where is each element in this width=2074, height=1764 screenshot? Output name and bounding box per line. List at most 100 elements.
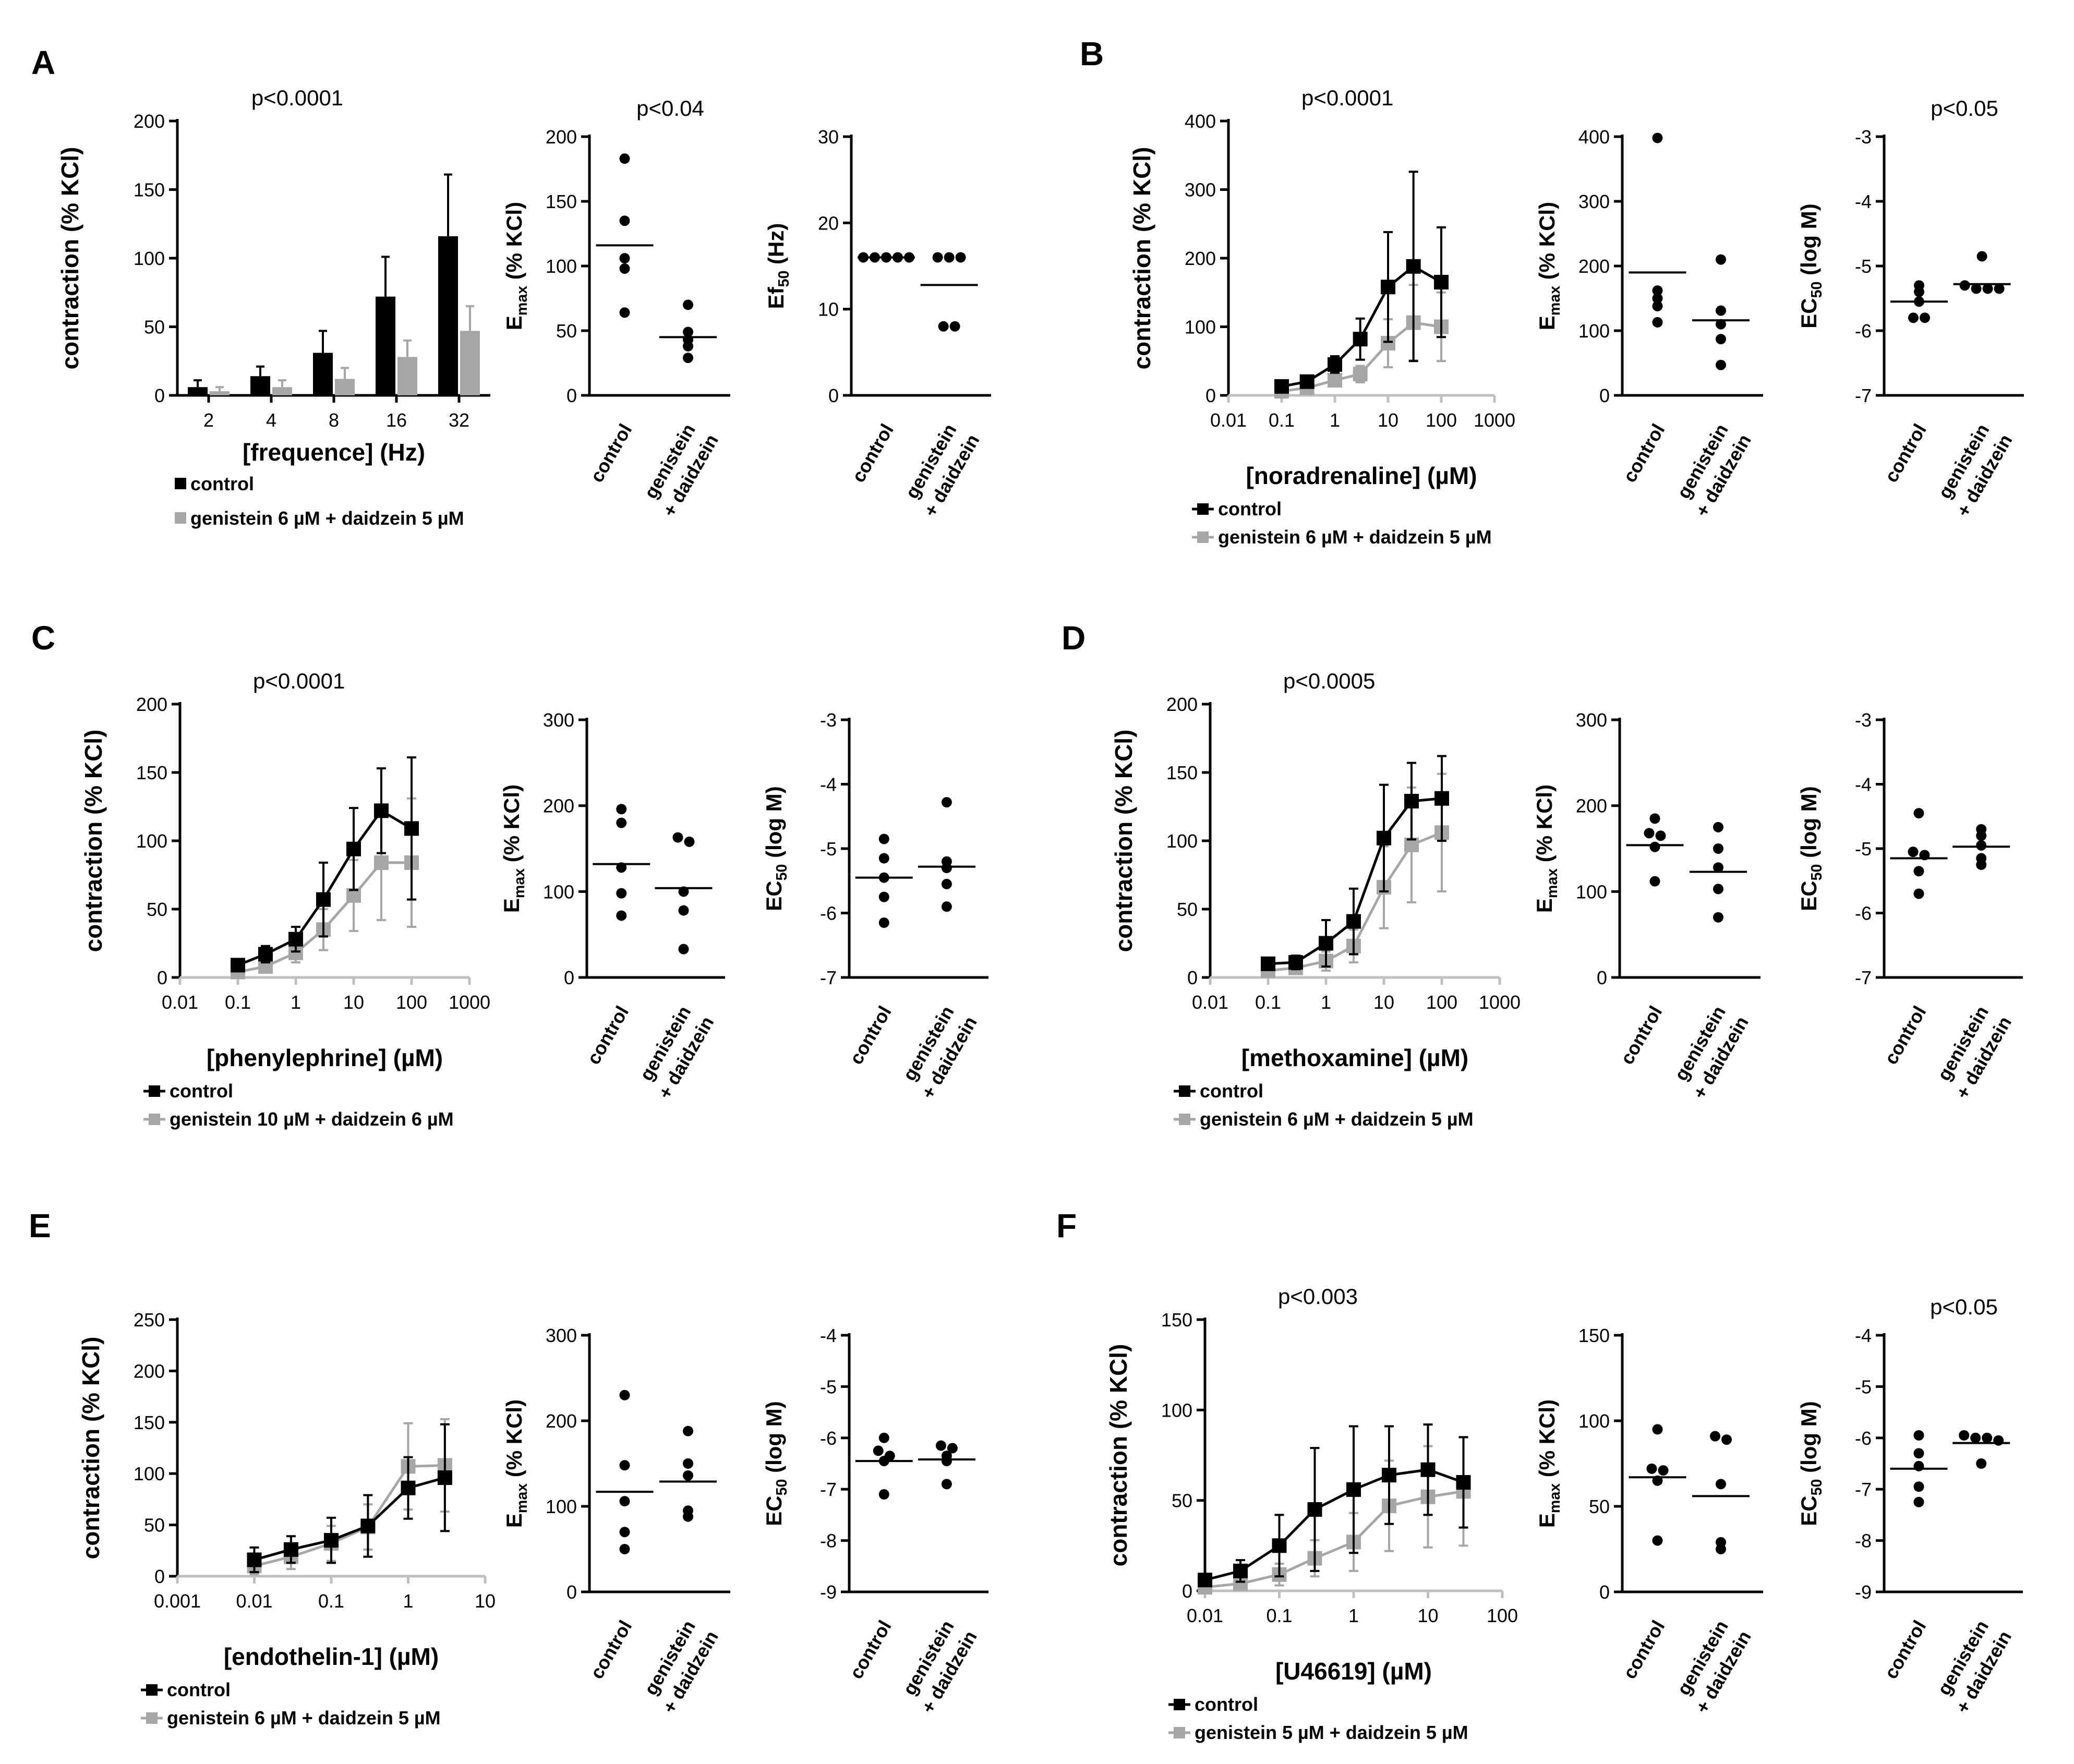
data-point [1646, 1463, 1657, 1474]
x-tick-label: 0.1 [318, 1590, 344, 1612]
y-tick-label: 50 [556, 320, 577, 342]
x-tick-label: 1000 [449, 992, 490, 1013]
data-point [1406, 259, 1421, 274]
legend-entry: genistein 6 µM + daidzein 5 µM [190, 508, 464, 529]
y-tick-label: -5 [820, 838, 837, 860]
data-point [878, 1456, 889, 1467]
data-point [1908, 847, 1919, 857]
y-tick-label: 150 [134, 179, 165, 201]
legend-marker [1179, 1114, 1190, 1125]
data-point [1652, 293, 1663, 304]
legend-marker [1197, 531, 1209, 543]
data-point [941, 863, 952, 874]
y-axis-title: contraction (% KCl) [77, 1337, 104, 1560]
data-point [1198, 1573, 1212, 1588]
data-point [1652, 1475, 1663, 1486]
y-tick-label: 50 [144, 317, 165, 338]
x-tick-label: 8 [329, 409, 339, 431]
y-tick-label: 200 [546, 1410, 577, 1432]
bar-8-control [313, 353, 333, 395]
data-point [1299, 374, 1315, 389]
data-point [1913, 1448, 1924, 1459]
data-point [893, 252, 903, 263]
legend-entry: control [1218, 498, 1282, 519]
y-tick-label: 400 [1185, 111, 1216, 132]
legend-entry: control [170, 1080, 233, 1102]
y-tick-label: -6 [1855, 903, 1872, 924]
data-point [678, 944, 689, 955]
data-point [373, 855, 389, 870]
data-point [873, 1445, 884, 1456]
legend-entry: control [1195, 1694, 1258, 1715]
x-tick-label: 0.01 [1192, 992, 1228, 1013]
y-tick-label: 100 [546, 256, 577, 277]
data-point [932, 252, 943, 263]
bar-16-control [376, 296, 395, 395]
y-tick-label: 50 [1589, 1496, 1610, 1517]
data-point [1233, 1563, 1248, 1578]
y-tick-label: -4 [1855, 774, 1872, 795]
data-point [619, 1390, 630, 1400]
data-point [941, 878, 952, 889]
data-point [1716, 319, 1726, 330]
y-tick-label: -9 [1855, 1581, 1872, 1603]
y-tick-label: -8 [1855, 1530, 1872, 1552]
data-point [941, 1479, 952, 1490]
data-point [1649, 876, 1660, 887]
legend-entry: genistein 5 µM + daidzein 5 µM [1195, 1722, 1468, 1743]
y-tick-label: 0 [564, 967, 574, 988]
y-tick-label: 100 [134, 1463, 165, 1484]
y-tick-label: 0 [566, 385, 577, 406]
data-point [870, 252, 880, 263]
p-value: p<0.0001 [251, 86, 343, 110]
data-point [247, 1552, 262, 1567]
y-tick-label: 50 [144, 1515, 165, 1536]
y-axis-title: EC50 (log M) [762, 1401, 790, 1526]
data-point [1721, 1434, 1732, 1445]
x-tick-label: 100 [1426, 992, 1457, 1013]
data-point [373, 803, 389, 818]
y-tick-label: -7 [1855, 1479, 1872, 1500]
data-point [944, 252, 955, 263]
data-point [619, 1544, 630, 1554]
data-point [1381, 280, 1395, 295]
x-category-control: control [1616, 1002, 1667, 1068]
data-point [1652, 317, 1663, 328]
y-tick-label: -8 [820, 1530, 837, 1552]
y-axis-title: contraction (% KCl) [56, 147, 83, 370]
x-category-control: control [583, 1002, 633, 1068]
x-tick-label: 100 [1426, 409, 1457, 431]
data-point [1434, 275, 1449, 290]
data-point [1919, 850, 1930, 861]
data-point [619, 1496, 630, 1507]
legend-entry: genistein 6 µM + daidzein 5 µM [1200, 1108, 1474, 1130]
panel-letter: E [29, 1207, 51, 1245]
data-point [1658, 1465, 1669, 1476]
data-point [1319, 936, 1333, 951]
x-axis-title: [methoxamine] (µM) [1241, 1044, 1468, 1071]
data-point [1716, 254, 1726, 265]
data-point [1328, 373, 1342, 388]
panel-letter: C [31, 619, 55, 657]
x-tick-label: 0.001 [154, 1590, 201, 1612]
data-point [258, 947, 273, 962]
y-tick-label: 0 [566, 1581, 577, 1603]
series-line-control [237, 809, 413, 966]
data-point [616, 817, 627, 828]
legend-entry: control [1200, 1080, 1263, 1102]
legend-marker [146, 1684, 158, 1696]
y-tick-label: -5 [1855, 256, 1872, 277]
data-point [938, 321, 949, 332]
p-value: p<0.05 [1930, 1295, 1998, 1319]
y-tick-label: 10 [818, 299, 839, 320]
y-tick-label: -6 [820, 903, 837, 924]
y-tick-label: 0 [1187, 967, 1198, 988]
data-point [1353, 367, 1368, 382]
x-category-control: control [845, 1617, 896, 1683]
y-axis-title: contraction (% KCl) [1128, 147, 1155, 370]
data-point [619, 1527, 630, 1538]
x-tick-label: 10 [475, 1590, 496, 1612]
